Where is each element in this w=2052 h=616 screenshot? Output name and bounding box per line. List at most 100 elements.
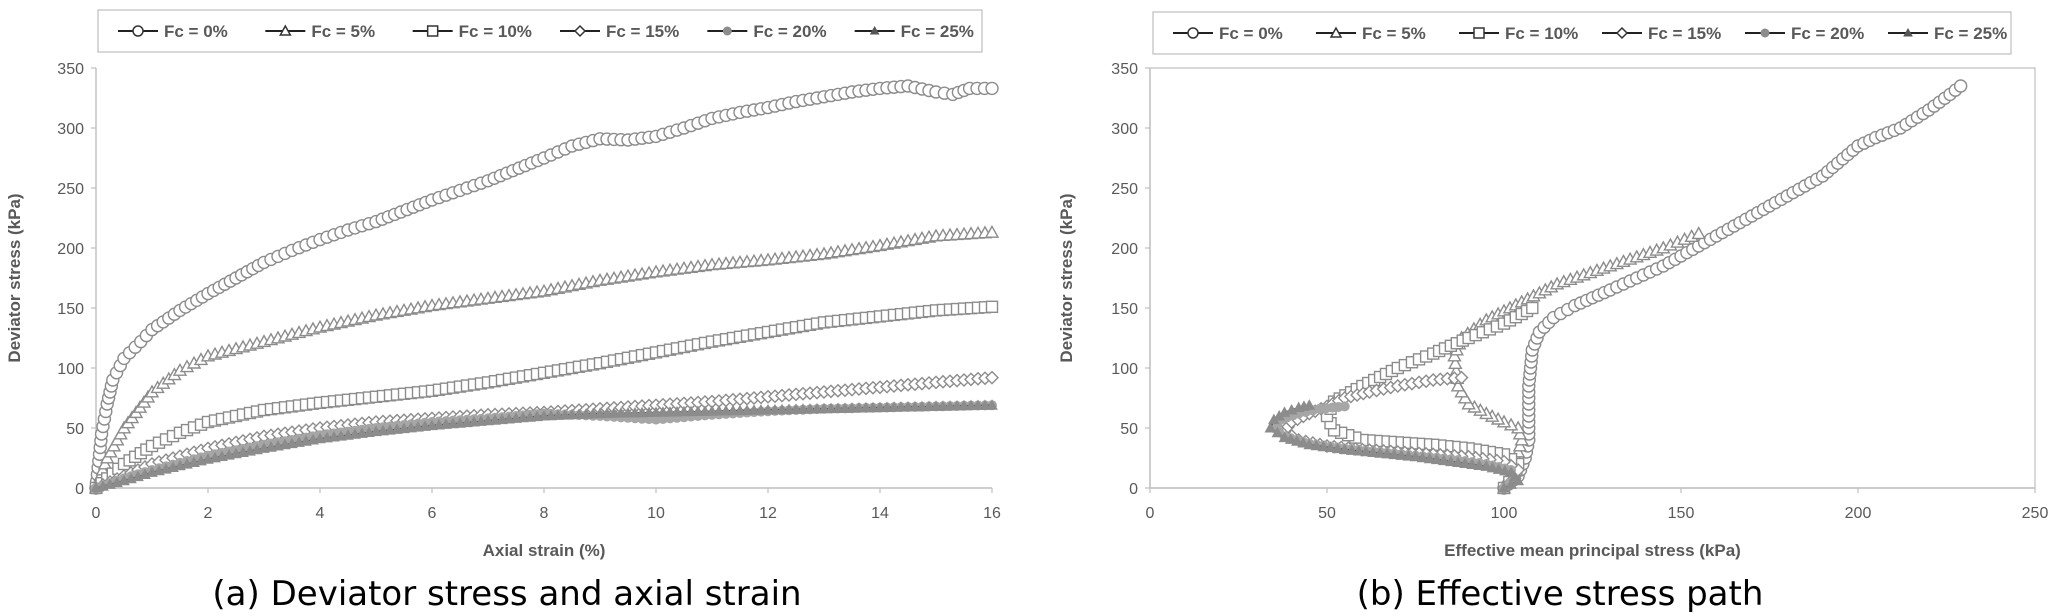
data-point xyxy=(979,399,991,410)
data-point xyxy=(804,403,816,414)
y-tick-label: 350 xyxy=(1111,61,1138,78)
series-line xyxy=(95,306,993,489)
y-tick-label: 250 xyxy=(1111,181,1138,198)
legend-marker-triangle xyxy=(279,24,292,36)
y-tick-label: 100 xyxy=(1111,361,1138,378)
data-point xyxy=(755,404,767,415)
series-fc-10- xyxy=(89,300,999,495)
legend-entry: Fc = 20% xyxy=(753,22,826,41)
data-point xyxy=(741,404,753,415)
data-point xyxy=(629,406,641,418)
data-point xyxy=(937,400,949,411)
legend-marker-dot xyxy=(1760,28,1770,38)
y-axis-title: Deviator stress (kPa) xyxy=(1057,193,1076,362)
data-point xyxy=(985,300,999,313)
data-point xyxy=(1339,401,1350,412)
x-tick-label: 14 xyxy=(871,505,889,522)
x-tick-label: 16 xyxy=(983,505,1001,522)
data-point xyxy=(986,399,998,410)
legend-entry: Fc = 10% xyxy=(1505,24,1578,43)
data-point xyxy=(1454,370,1469,385)
x-tick-label: 2 xyxy=(204,505,213,522)
legend-marker-small-triangle xyxy=(1903,27,1913,37)
y-tick-label: 50 xyxy=(66,421,84,438)
legend-entry: Fc = 5% xyxy=(1362,24,1426,43)
data-point xyxy=(622,406,634,418)
data-point xyxy=(783,403,795,415)
y-axis-title: Deviator stress (kPa) xyxy=(5,193,24,362)
data-point xyxy=(685,405,697,417)
x-tick-label: 6 xyxy=(428,505,437,522)
data-point xyxy=(580,408,592,419)
data-point xyxy=(1450,378,1466,392)
legend-entry: Fc = 20% xyxy=(1791,24,1864,43)
x-tick-label: 0 xyxy=(92,505,101,522)
legend-entry: Fc = 25% xyxy=(1934,24,2007,43)
data-point xyxy=(895,401,907,412)
data-point xyxy=(818,402,830,414)
data-point xyxy=(985,370,999,385)
y-tick-label: 250 xyxy=(57,181,84,198)
legend-marker-square xyxy=(1473,27,1485,39)
data-point xyxy=(909,400,921,412)
data-point xyxy=(769,403,781,415)
data-point xyxy=(776,403,788,415)
legend-marker-square xyxy=(426,25,439,37)
data-point xyxy=(1526,301,1539,315)
series-fc-15- xyxy=(1277,370,1526,495)
data-point xyxy=(538,409,550,421)
caption: (a) Deviator stress and axial strain xyxy=(212,574,801,614)
data-point xyxy=(713,405,725,416)
data-point xyxy=(839,402,851,413)
data-point xyxy=(608,407,620,418)
data-point xyxy=(727,404,739,416)
y-tick-label: 200 xyxy=(1111,241,1138,258)
data-point xyxy=(985,81,999,96)
x-tick-label: 250 xyxy=(2022,505,2049,522)
data-point xyxy=(984,224,1000,238)
chart-a: Fc = 0% Fc = 5% Fc = 10% Fc = 15% Fc = 20% Fc… xyxy=(5,9,1001,614)
caption: (b) Effective stress path xyxy=(1357,574,1764,614)
legend-entry: Fc = 15% xyxy=(1648,24,1721,43)
data-point xyxy=(797,403,809,414)
y-tick-label: 150 xyxy=(1111,301,1138,318)
data-point xyxy=(699,405,711,416)
data-point xyxy=(1448,356,1463,369)
data-point xyxy=(573,408,585,419)
data-point xyxy=(916,400,928,412)
data-point xyxy=(650,406,662,417)
series-fc-0- xyxy=(89,79,999,495)
data-point xyxy=(790,403,802,414)
data-point xyxy=(748,404,760,415)
data-point xyxy=(1264,421,1277,433)
legend-box xyxy=(97,9,983,53)
data-point xyxy=(692,405,704,416)
data-point xyxy=(965,399,977,411)
series-line xyxy=(1503,85,1962,489)
data-point xyxy=(958,399,970,411)
series-fc-25- xyxy=(90,399,998,493)
data-point xyxy=(720,404,732,416)
series-fc-5- xyxy=(88,224,1000,494)
data-point xyxy=(874,401,886,413)
legend-marker-dot xyxy=(722,26,732,36)
legend-marker-circle xyxy=(1187,27,1199,39)
data-point xyxy=(881,401,893,412)
data-point xyxy=(832,402,844,413)
series-fc-15- xyxy=(89,370,999,495)
y-tick-label: 300 xyxy=(57,121,84,138)
data-point xyxy=(657,406,669,417)
data-point xyxy=(552,409,564,420)
chart-b: Fc = 0% Fc = 5% Fc = 10% Fc = 15% Fc = 20% Fc… xyxy=(1057,11,2049,614)
legend-entry: Fc = 0% xyxy=(164,22,228,41)
data-point xyxy=(923,400,935,412)
series-fc-25- xyxy=(1264,399,1525,493)
y-tick-label: 300 xyxy=(1111,121,1138,138)
legend-entry: Fc = 0% xyxy=(1219,24,1283,43)
data-point xyxy=(846,402,858,413)
legend-entry: Fc = 15% xyxy=(606,22,679,41)
data-point xyxy=(944,400,956,411)
y-tick-label: 200 xyxy=(57,241,84,258)
x-tick-label: 10 xyxy=(647,505,665,522)
